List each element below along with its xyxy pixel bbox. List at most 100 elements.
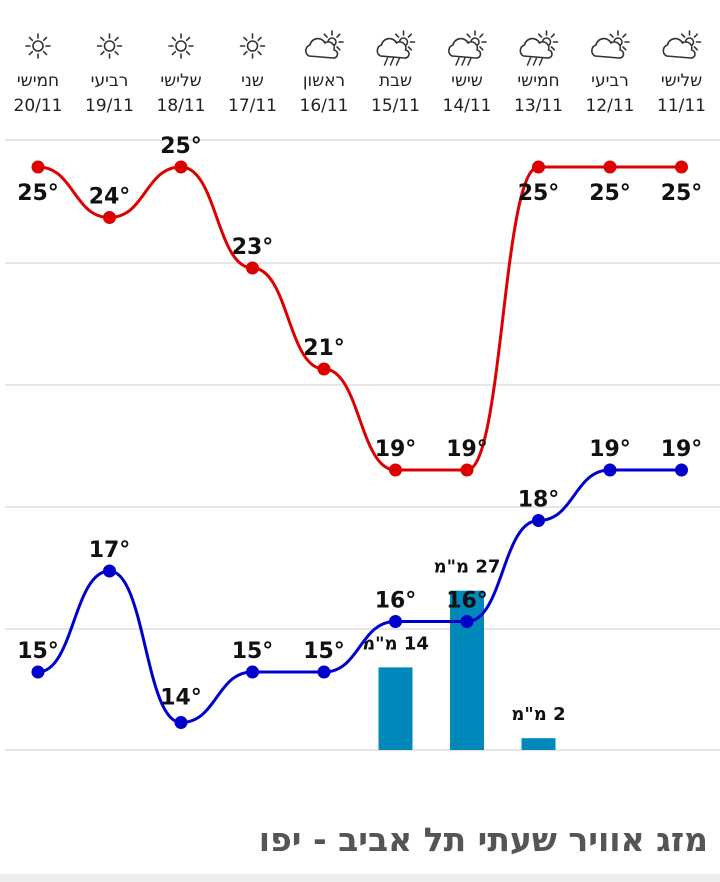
sun-ray [100, 50, 105, 56]
sun-ray [693, 33, 699, 38]
day-date-label: 15/11 [371, 96, 420, 116]
sun-ray [243, 36, 248, 42]
high-temp-label: 25° [160, 134, 202, 159]
partly-cloudy-icon [662, 30, 702, 59]
high-temp-point [675, 160, 688, 174]
day-name-label: שלישי [160, 71, 201, 91]
sun-ray [479, 33, 484, 38]
low-temp-point [246, 665, 259, 679]
low-temp-label: 14° [160, 686, 202, 711]
sun-core [32, 40, 44, 52]
low-temp-point [31, 665, 45, 679]
low-temp-point [103, 564, 116, 578]
rain-bar [450, 590, 484, 750]
high-temp-point [603, 160, 617, 174]
rain-amount-label: 2 מ"מ [511, 704, 565, 725]
day-name-label: שני [241, 71, 264, 91]
sun-ray [693, 46, 699, 51]
low-temp-point [460, 615, 474, 628]
day-date-label: 11/11 [657, 96, 706, 116]
low-temp-label: 19° [661, 437, 703, 462]
high-temp-point [174, 160, 188, 174]
partly-cloudy-icon [305, 30, 344, 59]
low-temp-label: 16° [446, 589, 488, 614]
sun-ray [243, 50, 248, 56]
sun-icon [168, 33, 194, 59]
high-temp-label: 25° [17, 181, 59, 206]
rain-amount-label: 14 מ"מ [362, 633, 429, 654]
rain-drop [538, 57, 544, 66]
sun-ray [336, 33, 341, 38]
sun-ray [171, 50, 177, 56]
low-temp-point [603, 463, 617, 477]
day-name-label: שישי [451, 71, 483, 91]
low-temp-point [174, 716, 188, 729]
low-temp-label: 15° [303, 639, 345, 664]
high-temp-point [31, 160, 45, 174]
day-name-label: חמישי [17, 71, 59, 91]
sun-icon [239, 33, 266, 59]
sun-core [246, 40, 259, 52]
sun-ray [185, 50, 191, 56]
high-temp-point [103, 211, 116, 224]
rain-drop [395, 57, 401, 66]
sun-icon [25, 33, 51, 59]
day-name-label: חמישי [517, 71, 559, 91]
sun-ray [323, 33, 328, 38]
high-temp-label: 25° [661, 181, 703, 206]
day-name-label: ראשון [303, 71, 345, 91]
low-temp-point [317, 665, 331, 679]
partly-cloudy-icon [591, 30, 630, 59]
sun-ray [479, 46, 484, 51]
sun-ray [336, 46, 341, 51]
day-name-label: שלישי [661, 71, 702, 91]
low-temp-label: 18° [518, 488, 560, 513]
day-name-label: רביעי [591, 71, 629, 91]
sun-ray [466, 33, 471, 38]
rain-drop [461, 57, 466, 66]
sun-ray [100, 36, 105, 42]
sun-ray [42, 50, 48, 56]
day-name-label: רביעי [91, 71, 129, 91]
rain-drop [383, 57, 389, 66]
day-name-label: שבת [379, 71, 412, 91]
day-date-label: 20/11 [14, 96, 63, 116]
high-temp-label: 25° [518, 181, 560, 206]
sun-ray [680, 33, 686, 38]
cloud-shape [591, 37, 625, 59]
cloud-shape [519, 37, 553, 59]
low-temp-label: 16° [375, 589, 417, 614]
day-date-label: 13/11 [514, 96, 563, 116]
high-temp-label: 19° [375, 437, 417, 462]
sun-ray [257, 50, 262, 56]
sun-ray [407, 46, 413, 51]
sun-icon [96, 33, 123, 59]
low-temp-point [675, 463, 688, 477]
day-date-label: 14/11 [443, 96, 492, 116]
sun-core [175, 40, 187, 52]
rain-amount-label: 27 מ"מ [434, 557, 501, 578]
low-temp-label: 17° [89, 538, 131, 563]
high-temp-point [532, 160, 545, 174]
sun-ray [185, 36, 191, 42]
sun-ray [609, 33, 614, 38]
sun-core [103, 40, 116, 52]
page-title: מזג אוויר שעתי תל אביב - יפו [258, 820, 708, 859]
cloud-shape [662, 37, 696, 59]
sun-ray [622, 33, 627, 38]
cloud-shape [305, 37, 339, 59]
high-temp-point [317, 362, 331, 376]
high-temp-label: 25° [589, 181, 631, 206]
forecast-chart: חמישי 20/11 רביעי 19/11 שלישי 18/11 שני 17/11 רא… [5, 30, 720, 751]
high-temp-label: 19° [446, 437, 488, 462]
rain-bar [378, 667, 413, 750]
cloud-shape [448, 37, 482, 59]
sun-ray [407, 33, 413, 38]
high-temp-point [460, 463, 474, 477]
day-date-label: 12/11 [586, 96, 635, 116]
sun-ray [42, 36, 48, 42]
day-date-label: 16/11 [300, 96, 349, 116]
high-temp-point [389, 463, 402, 477]
sun-ray [114, 36, 119, 42]
